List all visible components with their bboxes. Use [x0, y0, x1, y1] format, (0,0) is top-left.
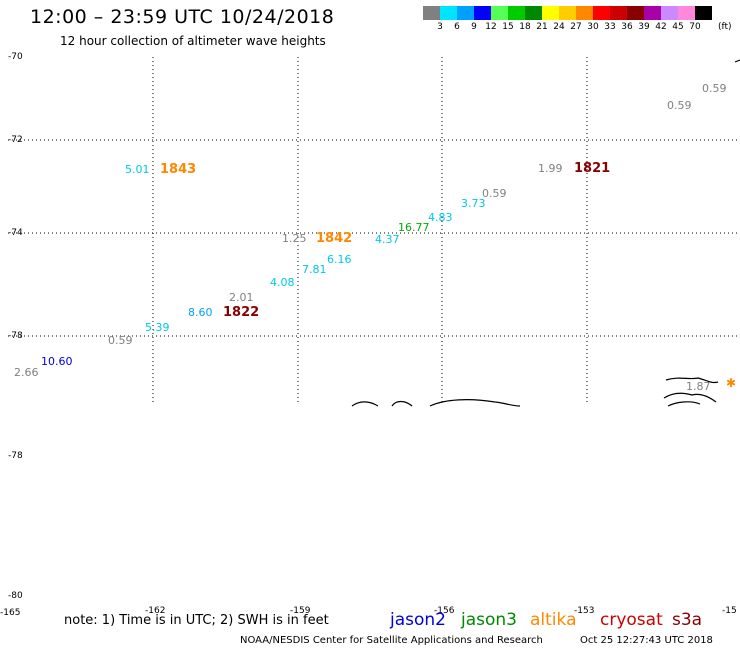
- lon-label: -153: [574, 606, 595, 616]
- wave-height-label: 16.77: [398, 221, 430, 234]
- legend-tick-label: 24: [553, 22, 565, 32]
- lat-label: -70: [8, 52, 23, 62]
- graticule: [8, 57, 740, 405]
- wave-height-label: 1.99: [538, 162, 563, 175]
- legend-tick-label: 6: [454, 22, 460, 32]
- wave-height-label: 8.60: [188, 306, 213, 319]
- lat-label: -72: [8, 135, 23, 145]
- coastline-segment-4: [665, 377, 719, 384]
- lon-label: -162: [145, 606, 166, 616]
- map-title: 12:00 – 23:59 UTC 10/24/2018: [30, 6, 335, 28]
- coastline-segment-6: [667, 401, 701, 407]
- lon-label: -159: [290, 606, 311, 616]
- orbit-marker-icon: ✱: [726, 376, 737, 390]
- legend-tick-label: 27: [570, 22, 582, 32]
- wave-height-label: 3.73: [461, 197, 486, 210]
- wave-height-label: 5.01: [125, 163, 150, 176]
- legend-swatch: [423, 6, 440, 20]
- wave-height-label: 1.87: [686, 380, 711, 393]
- coastline-segment-5: [663, 392, 717, 403]
- legend-swatch: [661, 6, 678, 20]
- legend-tick-label: 36: [621, 22, 633, 32]
- legend-swatch: [695, 6, 712, 20]
- lat-label: -80: [8, 591, 23, 601]
- wave-height-label: 4.37: [375, 233, 400, 246]
- wave-height-label: 0.59: [667, 99, 692, 112]
- legend-tick-label: 33: [604, 22, 616, 32]
- legend-swatch: [525, 6, 542, 20]
- coastline-segment-3: [429, 399, 521, 407]
- satellite-label-altika: altika: [530, 610, 577, 630]
- wave-height-label: 4.08: [270, 276, 295, 289]
- legend-tick-label: 30: [587, 22, 599, 32]
- legend-tick-label: 21: [536, 22, 548, 32]
- coastline-segment-7: [734, 59, 740, 63]
- legend-swatch: [644, 6, 661, 20]
- lat-label: -74: [8, 228, 23, 238]
- legend-swatch: [576, 6, 593, 20]
- legend-swatch: [508, 6, 525, 20]
- wave-height-label: 0.59: [702, 82, 727, 95]
- legend-swatch: [678, 6, 695, 20]
- wave-height-label: 2.01: [229, 291, 254, 304]
- wave-height-label: 4.83: [428, 211, 453, 224]
- legend-swatch: [440, 6, 457, 20]
- legend-swatch: [491, 6, 508, 20]
- wave-height-label: 6.16: [327, 253, 352, 266]
- lon-label: -156: [434, 606, 455, 616]
- pass-time-label: 1843: [160, 162, 197, 177]
- map-subtitle: 12 hour collection of altimeter wave hei…: [60, 34, 326, 48]
- coastline-segment-1: [351, 401, 379, 407]
- legend-unit: (ft): [718, 22, 732, 32]
- legend-tick-label: 9: [471, 22, 477, 32]
- legend-tick-label: 39: [638, 22, 650, 32]
- lon-label: -15: [722, 606, 737, 616]
- wave-height-label: 7.81: [302, 263, 327, 276]
- legend-swatch: [593, 6, 610, 20]
- legend-swatch: [610, 6, 627, 20]
- legend-tick-label: 42: [655, 22, 667, 32]
- satellite-label-s3a: s3a: [672, 610, 703, 630]
- coastline-segment-2: [391, 400, 413, 407]
- wave-height-label: 0.59: [108, 334, 133, 347]
- wave-height-label: 1.25: [282, 232, 307, 245]
- legend-swatch: [627, 6, 644, 20]
- lon-label: -165: [0, 608, 21, 618]
- lat-label: -78: [8, 331, 23, 341]
- legend-tick-label: 3: [437, 22, 443, 32]
- legend-tick-label: 15: [502, 22, 514, 32]
- satellite-label-jason3: jason3: [461, 610, 517, 630]
- legend-swatch: [559, 6, 576, 20]
- lat-label: -78: [8, 451, 23, 461]
- pass-time-label: 1822: [223, 305, 260, 320]
- legend-tick-label: 70: [689, 22, 701, 32]
- footer-note: note: 1) Time is in UTC; 2) SWH is in fe…: [64, 613, 329, 628]
- wave-height-label: 5.39: [145, 321, 170, 334]
- generation-timestamp: Oct 25 12:27:43 UTC 2018: [580, 635, 713, 646]
- satellite-label-jason2: jason2: [390, 610, 446, 630]
- legend-tick-label: 18: [519, 22, 531, 32]
- legend-swatch: [542, 6, 559, 20]
- credit-line: NOAA/NESDIS Center for Satellite Applica…: [240, 635, 543, 646]
- legend-tick-label: 12: [485, 22, 497, 32]
- wave-height-label: 2.66: [14, 366, 39, 379]
- pass-time-label: 1842: [316, 231, 353, 246]
- wave-height-label: 10.60: [41, 355, 73, 368]
- coastline: [351, 59, 740, 407]
- legend-tick-label: 45: [672, 22, 684, 32]
- wave-height-label: 0.59: [482, 187, 507, 200]
- satellite-label-cryosat: cryosat: [600, 610, 663, 630]
- legend-swatch: [474, 6, 491, 20]
- pass-time-label: 1821: [574, 161, 611, 176]
- legend-swatch: [457, 6, 474, 20]
